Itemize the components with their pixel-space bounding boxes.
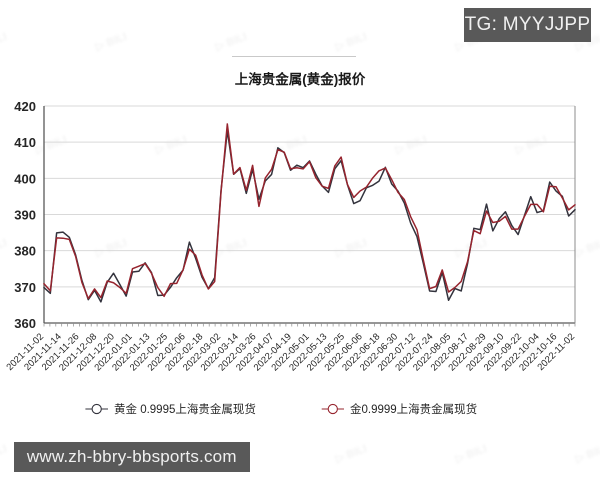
svg-text:360: 360 bbox=[14, 316, 36, 331]
svg-text:370: 370 bbox=[14, 280, 36, 295]
svg-text:400: 400 bbox=[14, 171, 36, 186]
svg-text:黄金 0.9995上海贵金属现货: 黄金 0.9995上海贵金属现货 bbox=[114, 402, 256, 416]
svg-text:金0.9999上海贵金属现货: 金0.9999上海贵金属现货 bbox=[350, 402, 477, 416]
svg-text:410: 410 bbox=[14, 135, 36, 150]
svg-text:420: 420 bbox=[14, 99, 36, 114]
svg-text:390: 390 bbox=[14, 208, 36, 223]
svg-text:380: 380 bbox=[14, 244, 36, 259]
